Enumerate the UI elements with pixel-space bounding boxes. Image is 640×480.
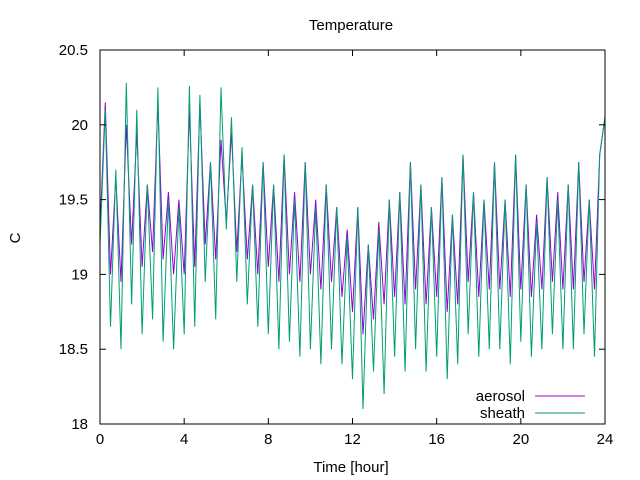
y-axis: 18 18.5 19 19.5 20 20.5 xyxy=(59,42,605,433)
x-tick-label: 24 xyxy=(597,431,614,448)
y-tick-label: 20 xyxy=(71,117,88,134)
y-tick-label: 18.5 xyxy=(59,341,88,358)
y-tick-label: 19 xyxy=(71,266,88,283)
x-tick-label: 16 xyxy=(428,431,445,448)
x-tick-label: 0 xyxy=(96,431,104,448)
x-tick-label: 8 xyxy=(264,431,272,448)
x-tick-label: 20 xyxy=(512,431,529,448)
chart-title: Temperature xyxy=(309,17,393,34)
legend-label-aerosol: aerosol xyxy=(476,388,525,405)
legend-label-sheath: sheath xyxy=(480,405,525,422)
x-tick-label: 4 xyxy=(180,431,188,448)
y-axis-label: C xyxy=(7,232,24,243)
series-line-sheath xyxy=(99,82,606,410)
x-axis-label: Time [hour] xyxy=(313,459,388,476)
x-tick-label: 12 xyxy=(344,431,361,448)
y-tick-label: 18 xyxy=(71,416,88,433)
x-axis: 0 4 8 12 16 20 24 xyxy=(96,50,614,448)
y-tick-label: 19.5 xyxy=(59,192,88,209)
y-tick-label: 20.5 xyxy=(59,42,88,59)
plot-area xyxy=(99,82,606,410)
series-line-aerosol xyxy=(99,102,606,335)
